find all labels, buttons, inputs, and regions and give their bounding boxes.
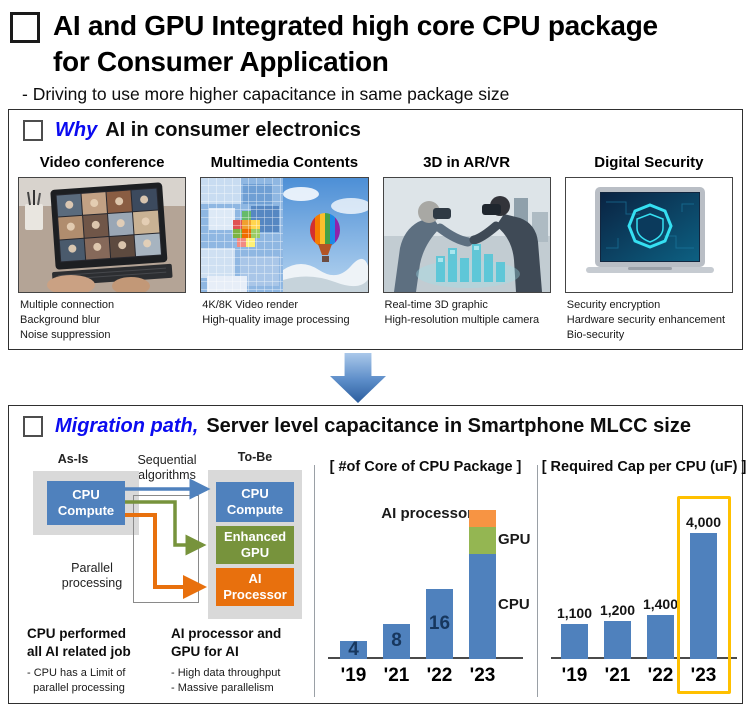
why-section: Why AI in consumer electronics Video con…: [8, 109, 743, 350]
caption-line: Background blur: [20, 314, 101, 327]
use-case-columns: Video conference: [18, 154, 733, 344]
ar-vr-photo: [382, 177, 551, 293]
caption-list: Security encryption Hardware security en…: [565, 298, 733, 344]
bar-segment: [604, 621, 631, 659]
caption-list: Real-time 3D graphic High-resolution mul…: [383, 298, 551, 328]
chart-title: [ #of Core of CPU Package ]: [329, 459, 522, 475]
caption-line: High-resolution multiple camera: [384, 314, 540, 327]
page-title-line1: AI and GPU Integrated high core CPU pack…: [53, 10, 658, 41]
column-digital-security: Digital Security: [564, 154, 733, 344]
core-count-chart: [ #of Core of CPU Package ] AI processor…: [314, 451, 537, 703]
bar-segment-gpu: [469, 527, 496, 554]
column-title: 3D in AR/VR: [423, 154, 511, 171]
to-be-gpu-box: Enhanced GPU: [216, 526, 294, 564]
bar-value-label: 1,200: [599, 602, 636, 619]
x-axis-tick-label: '19: [340, 665, 367, 686]
caption-line: Bio-security: [566, 329, 625, 342]
highlight-box: [676, 496, 731, 694]
down-arrow-icon: [330, 353, 386, 403]
divider: [314, 465, 315, 697]
why-heading-em: Why: [55, 119, 98, 141]
bar-segment-cpu: [426, 588, 453, 659]
why-heading-text: AI in consumer electronics: [105, 119, 361, 141]
to-be-cpu-box: CPU Compute: [216, 482, 294, 522]
migration-section: Migration path, Server level capacitance…: [8, 405, 746, 704]
to-be-label: To-Be: [237, 450, 273, 464]
x-axis-tick-label: '21: [604, 665, 631, 686]
migration-heading: Migration path, Server level capacitance…: [23, 415, 691, 438]
migration-heading-em: Migration path,: [55, 415, 199, 437]
x-axis: [551, 657, 737, 659]
bar-value-label: 4,000: [685, 513, 722, 530]
caption-line: 4K/8K Video render: [202, 299, 299, 311]
ai-processor-series-label: AI processor: [381, 505, 473, 522]
as-is-label: As-Is: [57, 452, 89, 466]
page-title: AI and GPU Integrated high core CPU pack…: [53, 8, 658, 79]
gpu-series-label: GPU: [498, 531, 531, 548]
caption-line: Noise suppression: [20, 329, 111, 342]
digital-security-photo: [564, 177, 733, 293]
to-be-ai-box: AI Processor: [216, 568, 294, 606]
as-is-to-be-diagram: As-Is Sequential algorithms To-Be CPU Co…: [19, 449, 313, 701]
chart-title: [ Required Cap per CPU (uF) ]: [541, 459, 747, 475]
bar-value-label: 1,400: [642, 595, 679, 612]
bar-segment-cpu: [340, 641, 367, 659]
divider: [537, 465, 538, 697]
x-axis-tick-label: '22: [647, 665, 674, 686]
column-title: Video conference: [39, 154, 165, 171]
x-axis-tick-label: '23: [469, 665, 496, 686]
bar-value-label: 16: [428, 612, 451, 634]
caption-line: High-quality image processing: [202, 314, 350, 327]
x-axis-tick-label: '19: [561, 665, 588, 686]
migration-heading-text: Server level capacitance in Smartphone M…: [206, 415, 691, 437]
cpu-series-label: CPU: [498, 596, 530, 613]
migration-arrows: [125, 478, 211, 599]
caption-line: Real-time 3D graphic: [384, 299, 488, 311]
title-block: AI and GPU Integrated high core CPU pack…: [10, 8, 658, 79]
checkbox-icon: [10, 12, 40, 43]
column-multimedia: Multimedia Contents: [200, 154, 369, 344]
required-cap-chart: [ Required Cap per CPU (uF) ] 1,100 '19 1,…: [537, 451, 750, 703]
why-heading: Why AI in consumer electronics: [23, 119, 361, 142]
checkbox-icon: [23, 416, 43, 437]
bar-segment: [561, 624, 588, 659]
caption-line: Security encryption: [566, 299, 661, 311]
multimedia-contents-photo: [200, 177, 369, 293]
caption-list: 4K/8K Video render High-quality image pr…: [200, 298, 368, 328]
x-axis-tick-label: '22: [426, 665, 453, 686]
column-title: Multimedia Contents: [210, 154, 359, 171]
as-is-note: CPU performed all AI related job - CPU h…: [27, 626, 131, 694]
bar-segment-cpu: [383, 623, 410, 659]
x-axis: [328, 657, 523, 659]
x-axis-tick-label: '21: [383, 665, 410, 686]
page-title-line2: for Consumer Application: [53, 45, 389, 77]
video-conference-photo: [18, 177, 187, 293]
caption-line: Hardware security enhancement: [566, 314, 726, 327]
bar-value-label: 1,100: [556, 605, 593, 622]
caption-line: Multiple connection: [20, 299, 115, 311]
x-axis-tick-label: '23: [690, 665, 717, 686]
sequential-algorithms-label: Sequential algorithms: [137, 453, 197, 482]
bar-value-label: 4: [348, 639, 359, 661]
checkbox-icon: [23, 120, 43, 141]
bar-value-label: 8: [391, 630, 402, 652]
caption-list: Multiple connection Background blur Nois…: [18, 298, 186, 344]
bar-segment-ai-processor: [469, 509, 496, 528]
column-video-conference: Video conference: [18, 154, 187, 344]
column-ar-vr: 3D in AR/VR: [382, 154, 551, 344]
bar-segment: [647, 614, 674, 659]
parallel-processing-label: Parallel processing: [61, 561, 123, 590]
to-be-note: AI processor and GPU for AI - High data …: [171, 626, 282, 694]
bar-segment: [690, 532, 717, 659]
bar-segment-cpu: [469, 553, 496, 659]
as-is-cpu-box: CPU Compute: [47, 481, 125, 525]
page-subtitle: - Driving to use more higher capacitance…: [22, 84, 510, 104]
column-title: Digital Security: [594, 154, 704, 171]
